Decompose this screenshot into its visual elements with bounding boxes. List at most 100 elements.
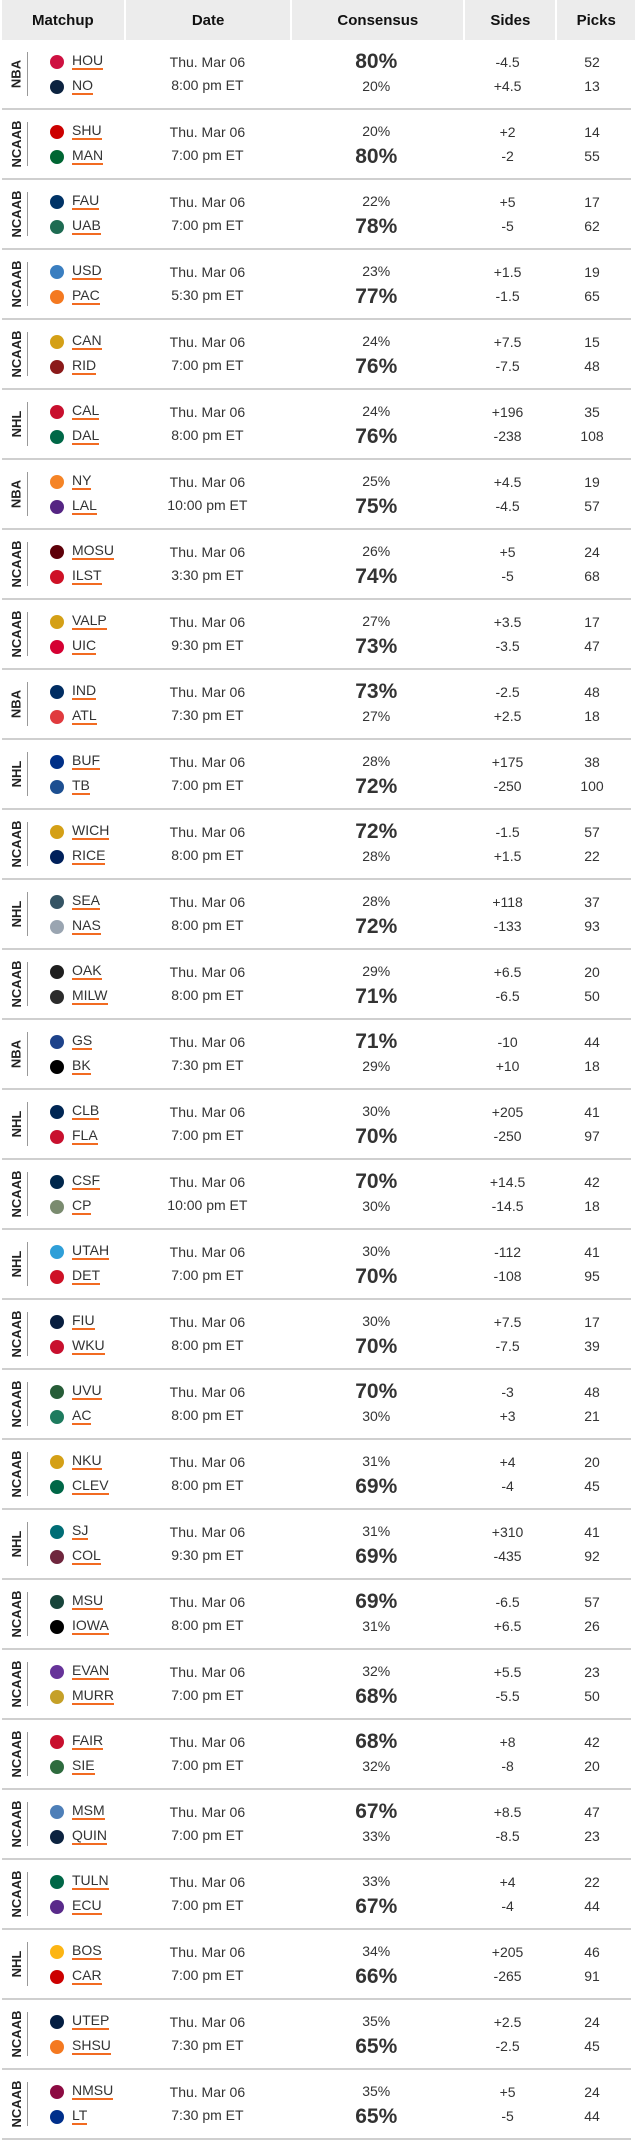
table-row[interactable]: NCAAB FIU WKU Thu. Mar 06 8:00 pm ET 30% 70% +7…: [2, 1300, 631, 1370]
away-team[interactable]: MSU: [50, 1593, 109, 1610]
team-abbr-link[interactable]: CAR: [72, 1967, 102, 1985]
table-row[interactable]: NHL UTAH DET Thu. Mar 06 7:00 pm ET 30% 70% -11…: [2, 1230, 631, 1300]
team-abbr-link[interactable]: NKU: [72, 1452, 102, 1470]
home-team[interactable]: UAB: [50, 218, 101, 235]
home-team[interactable]: CP: [50, 1198, 100, 1215]
team-abbr-link[interactable]: CSF: [72, 1172, 100, 1190]
table-row[interactable]: NCAAB MOSU ILST Thu. Mar 06 3:30 pm ET 26% 74%…: [2, 530, 631, 600]
team-abbr-link[interactable]: NAS: [72, 917, 101, 935]
team-abbr-link[interactable]: WICH: [72, 822, 110, 840]
home-team[interactable]: LAL: [50, 498, 97, 515]
table-row[interactable]: NCAAB VALP UIC Thu. Mar 06 9:30 pm ET 27% 73% +…: [2, 600, 631, 670]
away-team[interactable]: TULN: [50, 1873, 109, 1890]
away-team[interactable]: CAL: [50, 402, 100, 420]
away-team[interactable]: USD: [50, 263, 102, 280]
team-abbr-link[interactable]: CLEV: [72, 1477, 109, 1495]
team-abbr-link[interactable]: CP: [72, 1197, 92, 1215]
team-abbr-link[interactable]: HOU: [72, 52, 104, 70]
away-team[interactable]: WICH: [50, 822, 110, 840]
team-abbr-link[interactable]: RID: [72, 357, 97, 375]
team-abbr-link[interactable]: NY: [72, 472, 92, 490]
away-team[interactable]: CLB: [50, 1103, 100, 1120]
team-abbr-link[interactable]: ILST: [72, 567, 102, 585]
table-row[interactable]: NCAAB CSF CP Thu. Mar 06 10:00 pm ET 70% 30% +1…: [2, 1160, 631, 1230]
away-team[interactable]: FIU: [50, 1313, 105, 1330]
team-abbr-link[interactable]: UTEP: [72, 2012, 110, 2030]
table-row[interactable]: NCAAB WICH RICE Thu. Mar 06 8:00 pm ET 72% 28%…: [2, 810, 631, 880]
away-team[interactable]: BUF: [50, 753, 100, 770]
home-team[interactable]: ATL: [50, 708, 97, 725]
away-team[interactable]: MOSU: [50, 543, 114, 560]
header-matchup[interactable]: Matchup: [2, 0, 124, 40]
home-team[interactable]: TB: [50, 778, 100, 795]
table-row[interactable]: NHL SEA NAS Thu. Mar 06 8:00 pm ET 28% 72% +118…: [2, 880, 631, 950]
home-team[interactable]: DAL: [50, 427, 100, 445]
home-team[interactable]: WKU: [50, 1338, 105, 1355]
team-abbr-link[interactable]: CAN: [72, 332, 102, 350]
table-row[interactable]: NHL CAL DAL Thu. Mar 06 8:00 pm ET 24% 76% +196…: [2, 390, 631, 460]
table-row[interactable]: NBA HOU NO Thu. Mar 06 8:00 pm ET 80% 20% -4.5 +…: [2, 40, 631, 110]
team-abbr-link[interactable]: IOWA: [72, 1617, 109, 1635]
home-team[interactable]: MILW: [50, 988, 108, 1005]
team-abbr-link[interactable]: GS: [72, 1032, 93, 1050]
away-team[interactable]: UTEP: [50, 2013, 111, 2030]
team-abbr-link[interactable]: SEA: [72, 892, 101, 910]
team-abbr-link[interactable]: DET: [72, 1267, 100, 1285]
home-team[interactable]: AC: [50, 1408, 102, 1425]
team-abbr-link[interactable]: UAB: [72, 217, 101, 235]
away-team[interactable]: BOS: [50, 1943, 102, 1960]
team-abbr-link[interactable]: AC: [72, 1407, 92, 1425]
table-row[interactable]: NCAAB TULN ECU Thu. Mar 06 7:00 pm ET 33% 67% +…: [2, 1860, 631, 1930]
table-row[interactable]: NCAAB NKU CLEV Thu. Mar 06 8:00 pm ET 31% 69% +…: [2, 1440, 631, 1510]
header-picks[interactable]: Picks: [555, 0, 635, 40]
table-row[interactable]: NCAAB MSM QUIN Thu. Mar 06 7:00 pm ET 67% 33% +…: [2, 1790, 631, 1860]
team-abbr-link[interactable]: MURR: [72, 1687, 114, 1705]
team-abbr-link[interactable]: ECU: [72, 1897, 102, 1915]
away-team[interactable]: NMSU: [50, 2083, 114, 2100]
away-team[interactable]: FAU: [50, 193, 101, 210]
team-abbr-link[interactable]: DAL: [72, 427, 100, 445]
home-team[interactable]: UIC: [50, 638, 107, 655]
home-team[interactable]: ECU: [50, 1898, 109, 1915]
team-abbr-link[interactable]: SJ: [72, 1522, 89, 1540]
team-abbr-link[interactable]: BUF: [72, 752, 100, 770]
table-row[interactable]: NCAAB FAIR SIE Thu. Mar 06 7:00 pm ET 68% 32% +…: [2, 1720, 631, 1790]
home-team[interactable]: NO: [50, 78, 103, 95]
table-row[interactable]: NCAAB SHU MAN Thu. Mar 06 7:00 pm ET 20% 80% +2…: [2, 110, 631, 180]
away-team[interactable]: MSM: [50, 1803, 107, 1820]
home-team[interactable]: DET: [50, 1268, 109, 1285]
team-abbr-link[interactable]: TULN: [72, 1872, 109, 1890]
table-row[interactable]: NCAAB UVU AC Thu. Mar 06 8:00 pm ET 70% 30% -3 +…: [2, 1370, 631, 1440]
team-abbr-link[interactable]: OAK: [72, 962, 102, 980]
team-abbr-link[interactable]: USD: [72, 262, 102, 280]
team-abbr-link[interactable]: IND: [72, 682, 97, 700]
team-abbr-link[interactable]: BK: [72, 1057, 91, 1075]
team-abbr-link[interactable]: RICE: [72, 847, 106, 865]
team-abbr-link[interactable]: MSU: [72, 1592, 104, 1610]
team-abbr-link[interactable]: SHSU: [72, 2037, 111, 2055]
away-team[interactable]: NY: [50, 473, 97, 490]
table-row[interactable]: NBA IND ATL Thu. Mar 06 7:30 pm ET 73% 27% -2.5…: [2, 670, 631, 740]
home-team[interactable]: FLA: [50, 1128, 99, 1145]
away-team[interactable]: FAIR: [50, 1733, 104, 1750]
header-date[interactable]: Date: [123, 0, 291, 40]
home-team[interactable]: SHSU: [50, 2038, 111, 2055]
header-consensus[interactable]: Consensus: [290, 0, 464, 40]
team-abbr-link[interactable]: MOSU: [72, 542, 114, 560]
team-abbr-link[interactable]: PAC: [72, 287, 100, 305]
home-team[interactable]: CAR: [50, 1968, 102, 1985]
table-row[interactable]: NHL BOS CAR Thu. Mar 06 7:00 pm ET 34% 66% +205…: [2, 1930, 631, 2000]
team-abbr-link[interactable]: ATL: [72, 707, 97, 725]
team-abbr-link[interactable]: CAL: [72, 402, 100, 420]
home-team[interactable]: PAC: [50, 288, 102, 305]
team-abbr-link[interactable]: SHU: [72, 122, 102, 140]
team-abbr-link[interactable]: SIE: [72, 1757, 95, 1775]
team-abbr-link[interactable]: NO: [72, 77, 93, 95]
home-team[interactable]: LT: [50, 2108, 113, 2125]
team-abbr-link[interactable]: MILW: [72, 987, 108, 1005]
table-row[interactable]: NBA GS BK Thu. Mar 06 7:30 pm ET 71% 29% -10 +10…: [2, 1020, 631, 1090]
home-team[interactable]: RICE: [50, 848, 109, 865]
team-abbr-link[interactable]: MAN: [72, 147, 104, 165]
team-abbr-link[interactable]: WKU: [72, 1337, 105, 1355]
team-abbr-link[interactable]: FIU: [72, 1312, 95, 1330]
